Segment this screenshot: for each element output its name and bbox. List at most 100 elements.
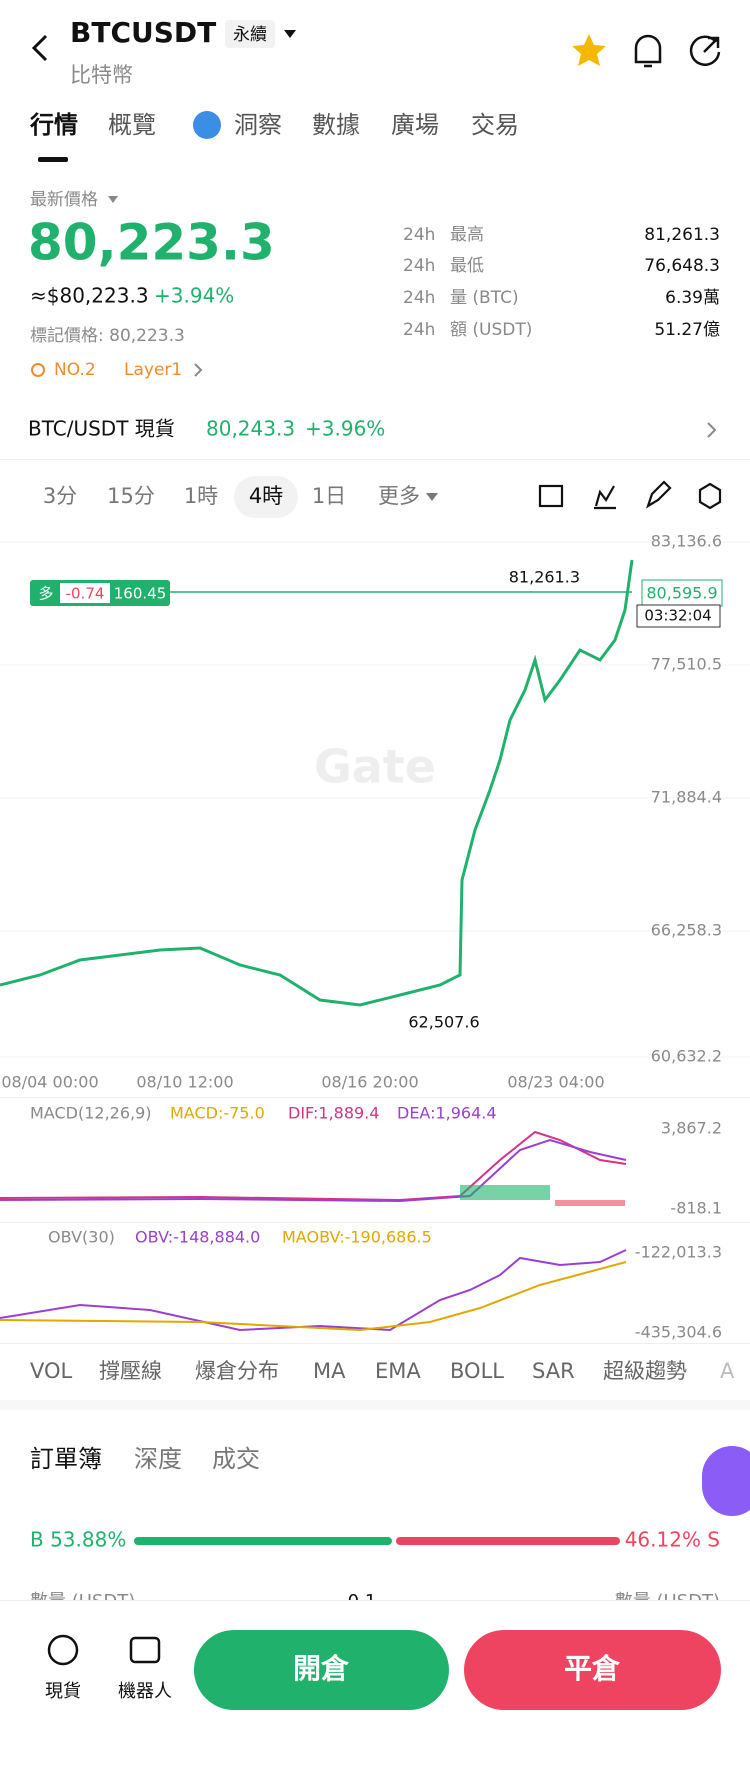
tab[interactable]: 廣場 <box>391 111 439 139</box>
timeframe[interactable]: 3分 <box>43 484 77 508</box>
open-button[interactable] <box>194 1630 449 1710</box>
stat-period: 24h <box>403 288 435 308</box>
macd-label: MACD(12,26,9) <box>30 1104 152 1123</box>
dea-value: DEA:1,964.4 <box>397 1104 497 1123</box>
stat-period: 24h <box>403 256 435 276</box>
tab[interactable]: 交易 <box>471 111 519 139</box>
timeframe[interactable]: 1時 <box>184 484 218 508</box>
caret <box>426 493 438 501</box>
stat-value: 6.39萬 <box>665 288 720 308</box>
back-button[interactable] <box>31 34 48 62</box>
indicator[interactable]: VOL <box>30 1359 73 1383</box>
close-label[interactable]: 平倉 <box>564 1652 621 1685</box>
alert-icon[interactable] <box>634 34 662 68</box>
tool-icon[interactable] <box>646 480 672 509</box>
x-tick-label: 08/04 00:00 <box>1 1073 98 1092</box>
badge[interactable]: 永續 <box>233 25 267 45</box>
stat-label: 量 (BTC) <box>450 288 519 308</box>
rank[interactable]: NO.2 <box>54 360 96 380</box>
spot-button[interactable]: 現貨 <box>45 1681 81 1702</box>
tab[interactable]: 行情 <box>29 111 78 139</box>
timeframe[interactable]: 4時 <box>249 484 283 508</box>
timeframe-selected-bg <box>234 476 298 518</box>
bot-icon[interactable] <box>129 1636 161 1664</box>
tab[interactable]: 洞察 <box>234 111 282 139</box>
chart-tools <box>538 480 722 510</box>
bot-button[interactable]: 機器人 <box>118 1681 172 1702</box>
stat-label: 額 (USDT) <box>450 320 532 340</box>
divider <box>0 1600 750 1601</box>
badge-arrow[interactable] <box>284 30 296 38</box>
spot-pair[interactable]: BTC/USDT 現貨 <box>28 417 175 441</box>
last-price: 80,223.3 <box>28 214 275 272</box>
favorite-icon[interactable] <box>572 34 606 66</box>
y-tick-label: -435,304.6 <box>635 1323 722 1342</box>
indicator[interactable]: BOLL <box>450 1359 504 1383</box>
countdown: 03:32:04 <box>644 607 711 625</box>
chart-grid <box>0 541 750 1058</box>
orderbook-tab[interactable]: 訂單簿 <box>30 1445 102 1473</box>
buy-bar <box>134 1537 392 1545</box>
caret <box>108 196 118 203</box>
divider <box>0 1343 750 1344</box>
dif-value: DIF:1,889.4 <box>288 1104 379 1123</box>
assistant-button[interactable] <box>702 1446 750 1516</box>
position-pnl: -0.74 <box>66 585 105 603</box>
coin-name: 比特幣 <box>70 63 133 87</box>
indicator[interactable]: 超級趨勢 <box>603 1359 687 1383</box>
sell-ratio: 46.12% S <box>625 1528 720 1552</box>
indicator[interactable]: SAR <box>532 1359 575 1383</box>
tool-icon[interactable] <box>698 482 722 510</box>
obv-label: OBV(30) <box>48 1228 115 1247</box>
x-tick-label: 08/23 04:00 <box>507 1073 604 1092</box>
timeframe[interactable]: 1日 <box>312 484 346 508</box>
indicator[interactable]: 爆倉分布 <box>195 1359 279 1383</box>
indicator-tabs: VOL 撐壓線 爆倉分布 MA EMA BOLL SAR 超級趨勢 A <box>30 1359 735 1383</box>
maobv-value: MAOBV:-190,686.5 <box>282 1228 432 1247</box>
indicator[interactable]: EMA <box>375 1359 421 1383</box>
change: +3.94% <box>154 284 234 308</box>
position-side: 多 <box>38 585 53 603</box>
indicator[interactable]: 撐壓線 <box>99 1359 162 1383</box>
x-tick-label: 08/10 12:00 <box>136 1073 233 1092</box>
badge-bg[interactable] <box>225 20 275 48</box>
macd-histogram <box>555 1200 625 1206</box>
high-label: 81,261.3 <box>509 568 580 587</box>
indicator[interactable]: A <box>720 1359 735 1383</box>
stat-value: 81,261.3 <box>644 225 720 245</box>
tab[interactable]: 數據 <box>312 111 360 139</box>
indicator[interactable]: MA <box>313 1359 346 1383</box>
tool-icon[interactable] <box>594 485 616 510</box>
divider <box>0 459 750 460</box>
y-axis: 83,136.6 77,510.5 71,884.4 66,258.3 60,6… <box>651 532 722 1066</box>
tag[interactable]: Layer1 <box>124 360 182 380</box>
stat-value: 76,648.3 <box>644 256 720 276</box>
tab[interactable]: 概覽 <box>108 111 156 139</box>
tool-icon[interactable] <box>538 484 564 508</box>
open-label[interactable]: 開倉 <box>293 1652 350 1685</box>
obv-value: OBV:-148,884.0 <box>135 1228 260 1247</box>
orderbook-tab[interactable]: 成交 <box>212 1445 260 1473</box>
y-tick-label: 3,867.2 <box>661 1119 722 1138</box>
countdown-box <box>636 604 721 628</box>
spot-icon[interactable] <box>47 1634 79 1666</box>
timeframe[interactable]: 15分 <box>107 484 155 508</box>
stat-period: 24h <box>403 225 435 245</box>
timeframe[interactable]: 更多 <box>378 484 420 508</box>
share-icon[interactable] <box>689 35 721 66</box>
y-tick-label: 77,510.5 <box>651 655 722 674</box>
timeframes: 3分 15分 1時 4時 1日 更多 <box>43 484 420 508</box>
fire-icon <box>31 363 45 377</box>
orderbook-tab[interactable]: 深度 <box>134 1445 182 1473</box>
current-price: 80,595.9 <box>646 584 717 603</box>
current-price-box <box>641 579 723 607</box>
close-button[interactable] <box>464 1630 721 1710</box>
price-label[interactable]: 最新價格 <box>30 190 98 210</box>
position-entry: 160.45 <box>114 585 167 603</box>
buy-ratio: B 53.88% <box>30 1528 126 1552</box>
sell-bar <box>396 1537 620 1545</box>
dea-line <box>0 1138 627 1203</box>
chevron <box>707 422 717 438</box>
tabs: 行情 概覽 洞察 數據 廣場 交易 <box>29 111 519 139</box>
